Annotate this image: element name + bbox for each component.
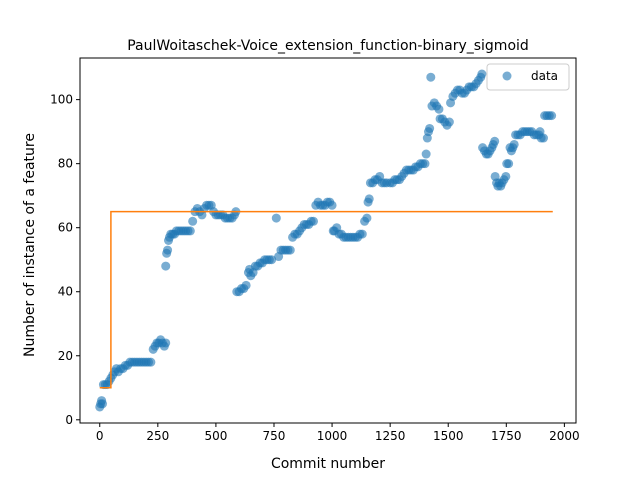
data-point	[146, 357, 156, 367]
x-tick-label: 500	[204, 429, 227, 443]
data-point	[501, 171, 511, 181]
x-axis: 0 250 500 750 1000 1250 1500 1750 2000	[96, 423, 580, 443]
data-point	[267, 255, 277, 265]
x-axis-label: Commit number	[271, 456, 385, 472]
data-point	[364, 194, 374, 204]
y-tick-label: 20	[58, 349, 73, 363]
data-point	[421, 149, 431, 159]
legend: data	[486, 63, 570, 91]
data-point	[444, 117, 454, 127]
legend-label: data	[531, 69, 558, 83]
plot-area	[95, 69, 557, 412]
data-point	[357, 229, 367, 239]
chart-title: PaulWoitaschek-Voice_extension_function-…	[127, 38, 529, 54]
data-point	[504, 159, 514, 169]
legend-box	[486, 63, 570, 91]
x-tick-label: 250	[146, 429, 169, 443]
y-tick-label: 80	[58, 157, 73, 171]
data-point	[98, 399, 108, 409]
data-point	[327, 200, 337, 210]
data-point	[434, 104, 444, 114]
data-point	[426, 72, 436, 82]
data-point	[241, 280, 251, 290]
y-tick-label: 0	[65, 413, 73, 427]
x-tick-label: 750	[263, 429, 286, 443]
fit-line	[99, 210, 553, 389]
x-tick-label: 1500	[433, 429, 464, 443]
x-tick-label: 1000	[317, 429, 348, 443]
plot-frame	[79, 57, 577, 424]
y-tick-label: 60	[58, 221, 73, 235]
data-point	[547, 111, 557, 121]
data-point	[490, 136, 500, 146]
data-point	[538, 133, 548, 143]
y-axis: 0 20 40 60 80 100	[50, 93, 80, 427]
x-tick-label: 1250	[375, 429, 406, 443]
x-tick-label: 2000	[549, 429, 580, 443]
legend-marker	[502, 71, 512, 81]
data-point	[163, 245, 173, 255]
data-point	[188, 216, 198, 226]
data-point	[509, 139, 519, 149]
data-point	[420, 159, 430, 169]
x-tick-label: 1750	[491, 429, 522, 443]
data-point	[271, 213, 281, 223]
data-point	[161, 338, 171, 348]
y-axis-label: Number of instance of a feature	[22, 133, 38, 357]
y-tick-label: 40	[58, 285, 73, 299]
data-point	[425, 123, 435, 133]
data-point	[161, 261, 171, 271]
data-point	[285, 245, 295, 255]
x-tick-label: 0	[96, 429, 104, 443]
y-tick-label: 100	[50, 93, 73, 107]
data-point	[362, 213, 372, 223]
data-point	[185, 226, 195, 236]
data-point	[477, 69, 487, 79]
data-point	[308, 216, 318, 226]
